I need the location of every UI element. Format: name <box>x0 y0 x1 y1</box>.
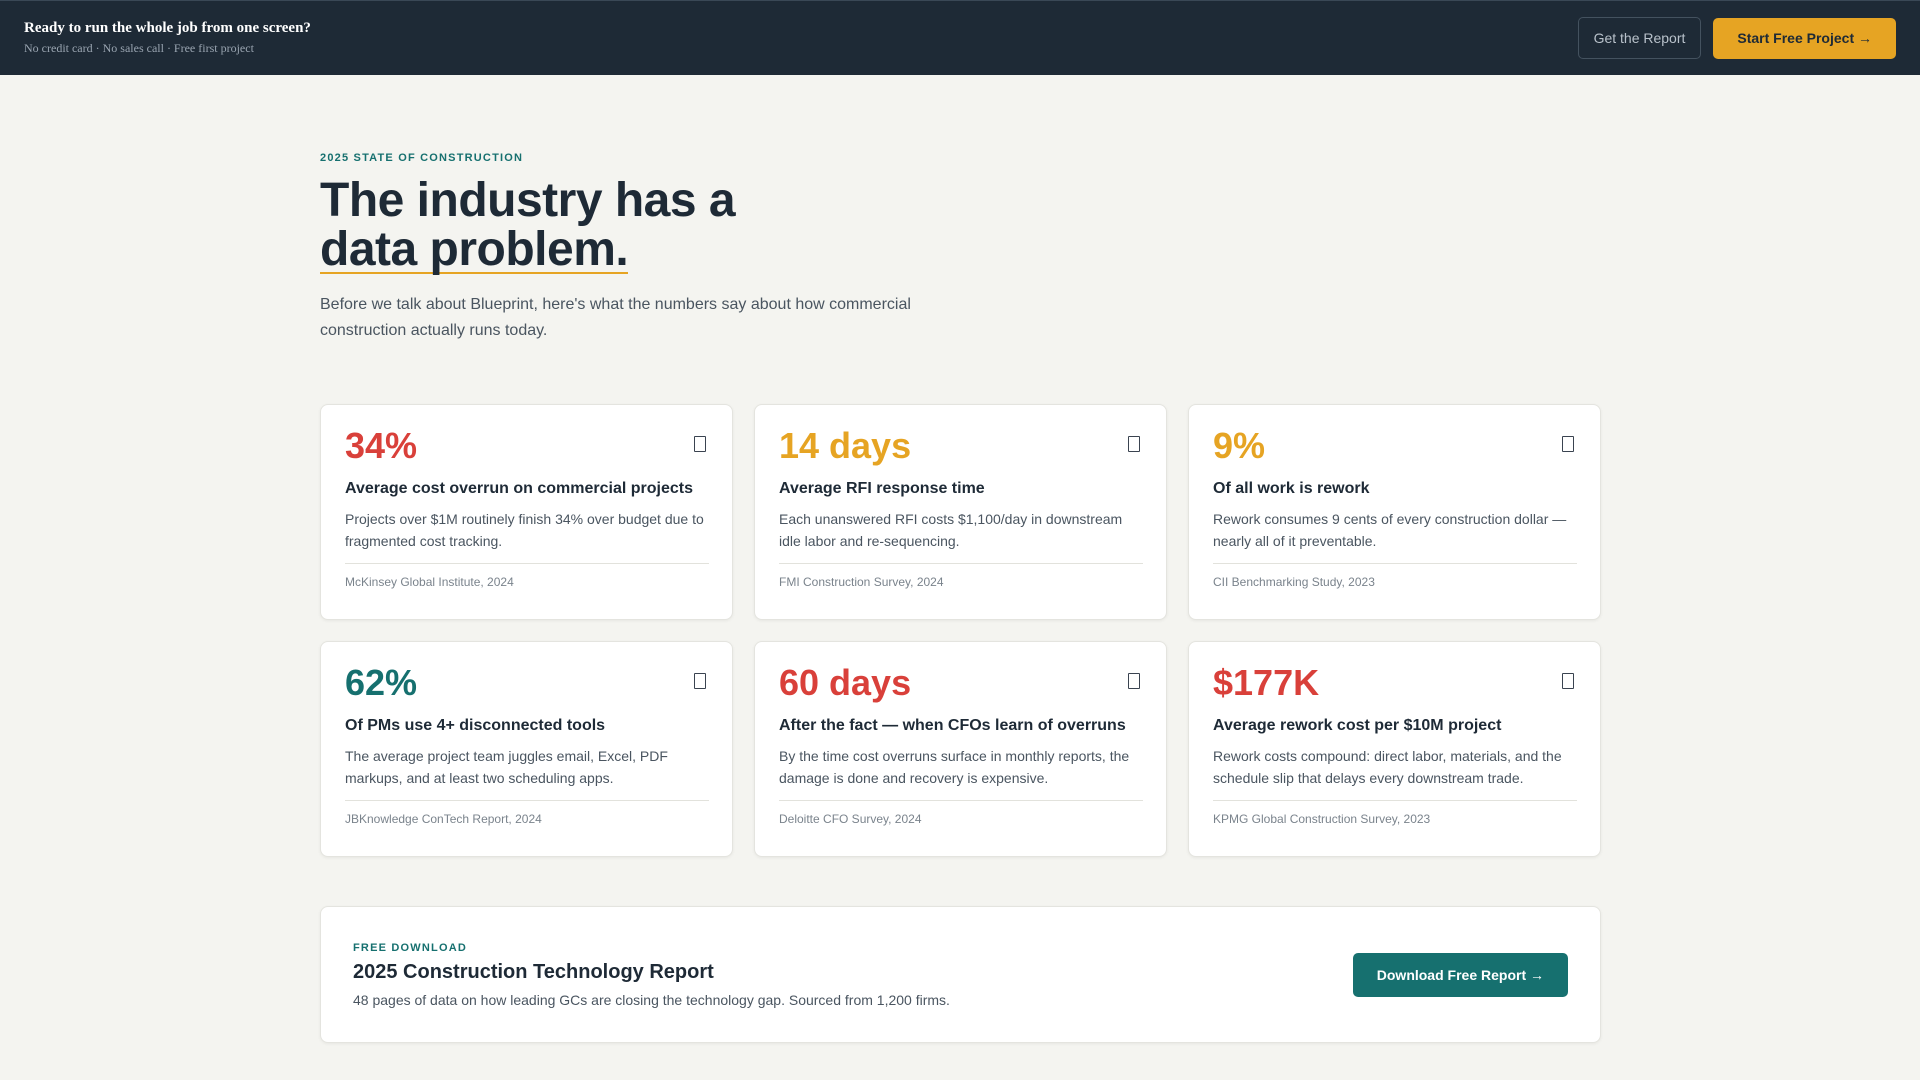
banner-actions: Get the Report Start Free Project → <box>1577 17 1896 59</box>
stat-card: 60 days After the fact — when CFOs learn… <box>754 641 1167 857</box>
card-divider <box>345 800 709 801</box>
stat-card: $177K Average rework cost per $10M proje… <box>1188 641 1601 857</box>
banner-headline: Ready to run the whole job from one scre… <box>24 20 311 36</box>
stat-label: Of PMs use 4+ disconnected tools <box>345 717 606 734</box>
stat-value: $177K <box>1213 662 1320 703</box>
stat-description: Rework consumes 9 cents of every constru… <box>1213 511 1567 549</box>
stat-card: 62% Of PMs use 4+ disconnected tools The… <box>320 641 733 857</box>
download-report-button[interactable]: Download Free Report → <box>1352 952 1568 997</box>
download-title: 2025 Construction Technology Report <box>353 960 714 983</box>
bookmark-icon[interactable] <box>1128 673 1140 689</box>
card-divider <box>779 563 1143 564</box>
stat-source: FMI Construction Survey, 2024 <box>779 575 944 589</box>
card-divider <box>779 800 1143 801</box>
download-banner: FREE DOWNLOAD 2025 Construction Technolo… <box>320 906 1601 1043</box>
download-subtitle: 48 pages of data on how leading GCs are … <box>353 991 950 1008</box>
card-divider <box>345 563 709 564</box>
stat-label: Average rework cost per $10M project <box>1213 717 1502 734</box>
title-line-2: data problem. <box>320 223 629 276</box>
stat-source: CII Benchmarking Study, 2023 <box>1213 575 1375 589</box>
stat-description: By the time cost overruns surface in mon… <box>779 748 1130 786</box>
stat-source: KPMG Global Construction Survey, 2023 <box>1213 812 1431 826</box>
stat-source: Deloitte CFO Survey, 2024 <box>779 812 922 826</box>
start-free-project-button[interactable]: Start Free Project → <box>1713 17 1896 59</box>
stat-description: The average project team juggles email, … <box>345 748 668 786</box>
stat-label: Average RFI response time <box>779 480 985 497</box>
stat-card: 34% Average cost overrun on commercial p… <box>320 404 733 620</box>
stat-description: Projects over $1M routinely finish 34% o… <box>345 511 704 549</box>
page-title: The industry has a data problem. <box>320 176 1600 274</box>
stat-value: 62% <box>345 662 418 703</box>
stat-card: 9% Of all work is rework Rework consumes… <box>1188 404 1601 620</box>
get-report-button[interactable]: Get the Report <box>1577 17 1702 59</box>
bookmark-icon[interactable] <box>694 673 706 689</box>
bookmark-icon[interactable] <box>694 436 706 452</box>
download-kicker: FREE DOWNLOAD <box>353 941 467 954</box>
stat-value: 9% <box>1213 425 1266 466</box>
bookmark-icon[interactable] <box>1128 436 1140 452</box>
card-divider <box>1213 563 1577 564</box>
top-banner: Ready to run the whole job from one scre… <box>0 0 1920 75</box>
banner-subline: No credit card · No sales call · Free fi… <box>24 41 254 55</box>
stat-label: Average cost overrun on commercial proje… <box>345 480 693 497</box>
stat-value: 14 days <box>779 425 912 466</box>
page-subtitle: Before we talk about Blueprint, here's w… <box>320 296 911 339</box>
bookmark-icon[interactable] <box>1562 436 1574 452</box>
stat-source: McKinsey Global Institute, 2024 <box>345 575 514 589</box>
download-text: FREE DOWNLOAD 2025 Construction Technolo… <box>353 942 950 1008</box>
stat-description: Each unanswered RFI costs $1,100/day in … <box>779 511 1123 549</box>
banner-text: Ready to run the whole job from one scre… <box>24 20 311 56</box>
stat-value: 60 days <box>779 662 912 703</box>
stat-source: JBKnowledge ConTech Report, 2024 <box>345 812 542 826</box>
card-divider <box>1213 800 1577 801</box>
stat-label: After the fact — when CFOs learn of over… <box>779 717 1126 734</box>
main-content: 2025 STATE OF CONSTRUCTION The industry … <box>320 75 1601 1043</box>
stat-description: Rework costs compound: direct labor, mat… <box>1213 748 1562 786</box>
section-eyebrow: 2025 STATE OF CONSTRUCTION <box>320 152 524 164</box>
stat-label: Of all work is rework <box>1213 480 1370 497</box>
stat-value: 34% <box>345 425 418 466</box>
stats-grid: 34% Average cost overrun on commercial p… <box>320 404 1601 857</box>
bookmark-icon[interactable] <box>1562 673 1574 689</box>
stat-card: 14 days Average RFI response time Each u… <box>754 404 1167 620</box>
title-line-1: The industry has a <box>320 174 736 227</box>
